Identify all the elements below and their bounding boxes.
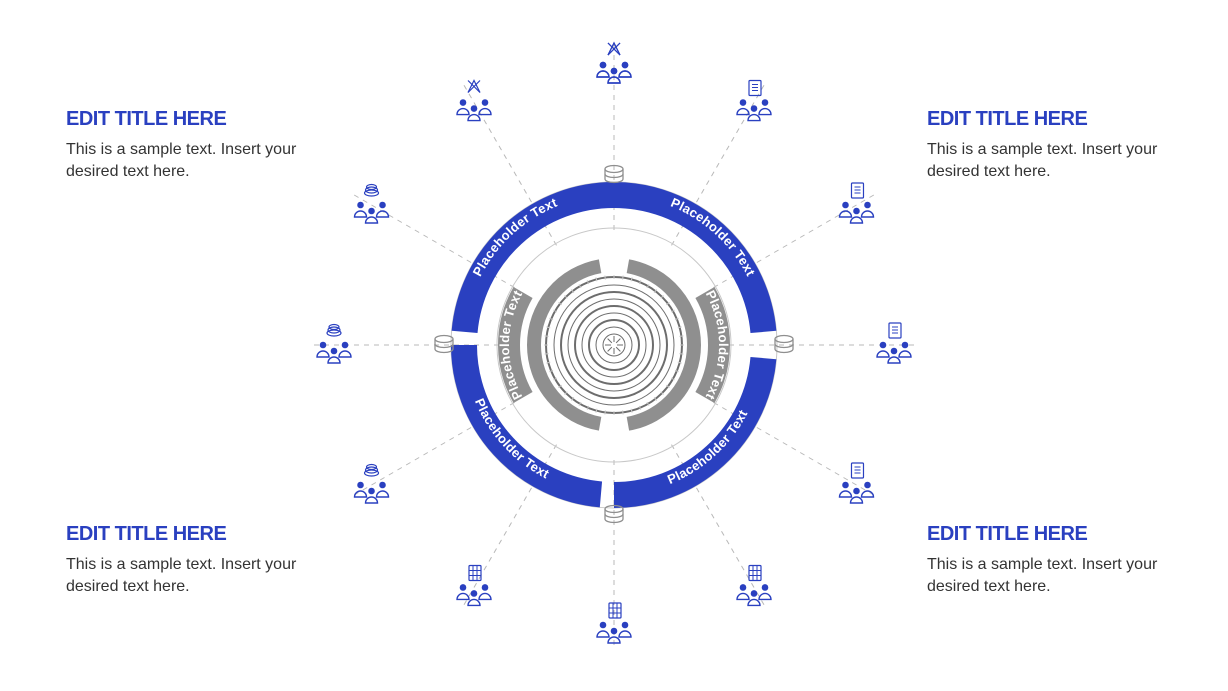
tick xyxy=(623,276,624,280)
tick xyxy=(605,276,606,280)
tick xyxy=(545,336,549,337)
tick xyxy=(545,354,549,355)
people-icon xyxy=(355,185,389,224)
people-icon xyxy=(737,81,771,121)
tick xyxy=(679,354,683,355)
title-br: EDIT TITLE HERE xyxy=(927,523,1207,546)
core-ring xyxy=(554,285,674,405)
core-ring xyxy=(575,306,653,384)
text-block-tr: EDIT TITLE HERE This is a sample text. I… xyxy=(927,108,1207,184)
arc-label: Placeholder Text xyxy=(470,195,560,279)
people-icon xyxy=(457,565,491,605)
core-ring xyxy=(561,292,667,398)
tick xyxy=(596,409,597,413)
database-icon xyxy=(435,336,453,353)
text-block-br: EDIT TITLE HERE This is a sample text. I… xyxy=(927,523,1207,599)
tick xyxy=(631,277,632,281)
body-br: This is a sample text. Insert your desir… xyxy=(927,554,1207,599)
core-ring xyxy=(596,327,632,363)
people-icon xyxy=(457,81,491,121)
database-icon xyxy=(775,336,793,353)
center-burst xyxy=(608,347,612,351)
title-tr: EDIT TITLE HERE xyxy=(927,108,1207,131)
center-burst xyxy=(608,339,612,343)
center-burst xyxy=(616,339,620,343)
body-tr: This is a sample text. Insert your desir… xyxy=(927,139,1207,184)
people-icon xyxy=(839,463,873,503)
tick xyxy=(679,336,683,337)
tick xyxy=(678,362,682,363)
radial-diagram: Placeholder TextPlaceholder TextPlacehol… xyxy=(294,25,934,665)
people-icon xyxy=(839,183,873,223)
tick xyxy=(546,362,550,363)
arc-label: Placeholder Text xyxy=(669,195,759,279)
people-icon xyxy=(877,323,911,363)
tick xyxy=(678,327,682,328)
people-icon xyxy=(317,325,351,364)
core-ring xyxy=(582,313,646,377)
tick xyxy=(623,410,624,414)
tick xyxy=(605,410,606,414)
tick xyxy=(596,277,597,281)
center-burst xyxy=(616,347,620,351)
people-icon xyxy=(355,465,389,504)
people-icon xyxy=(597,43,631,83)
tick xyxy=(631,409,632,413)
people-icon xyxy=(737,565,771,605)
tick xyxy=(546,327,550,328)
